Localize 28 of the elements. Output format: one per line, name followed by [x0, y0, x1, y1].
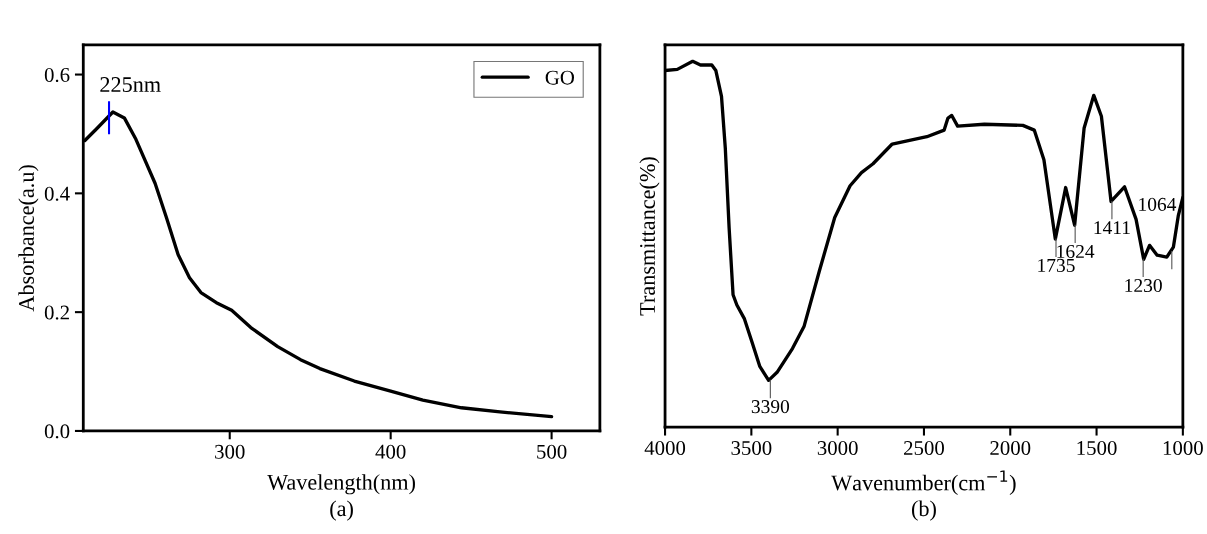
y-axis-title: Transmittance(%) [639, 157, 660, 316]
annotation: 3390 [751, 400, 790, 414]
y-tick-label: 0.0 [44, 424, 70, 439]
text: (b) [911, 500, 936, 521]
x-tick-label: 500 [537, 444, 567, 459]
legend-label: GO [545, 70, 575, 85]
y-tick-label: 0.2 [44, 305, 69, 320]
x-tick-label: 1000 [1163, 441, 1203, 456]
annotation: 225nm [100, 77, 161, 93]
x-tick-label: 400 [375, 444, 406, 459]
annotation: 1411 [1094, 221, 1130, 235]
y-tick-label: 0.6 [44, 67, 70, 83]
x-tick-label: 2000 [990, 441, 1031, 456]
x-axis-title: Wavenumber(cm$^{−1}$) [831, 470, 1016, 495]
annotation: 1624 [1057, 244, 1095, 259]
x-tick-label: 4000 [644, 441, 686, 456]
x-tick-label: 3000 [817, 441, 858, 456]
annotation: 1064 [1139, 197, 1177, 211]
x-tick-label: 300 [215, 444, 245, 459]
text: (a) [330, 500, 353, 521]
annotation: 1230 [1125, 278, 1162, 293]
annotation: 1735 [1038, 258, 1075, 272]
y-axis-title: Absorbance(a.u) [18, 165, 39, 312]
x-tick-label: 2500 [904, 441, 944, 456]
x-tick-label: 3500 [731, 441, 772, 456]
x-axis-title: Wavelength(nm) [267, 474, 415, 495]
x-tick-label: 1500 [1077, 441, 1117, 456]
y-tick-label: 0.4 [44, 186, 70, 201]
